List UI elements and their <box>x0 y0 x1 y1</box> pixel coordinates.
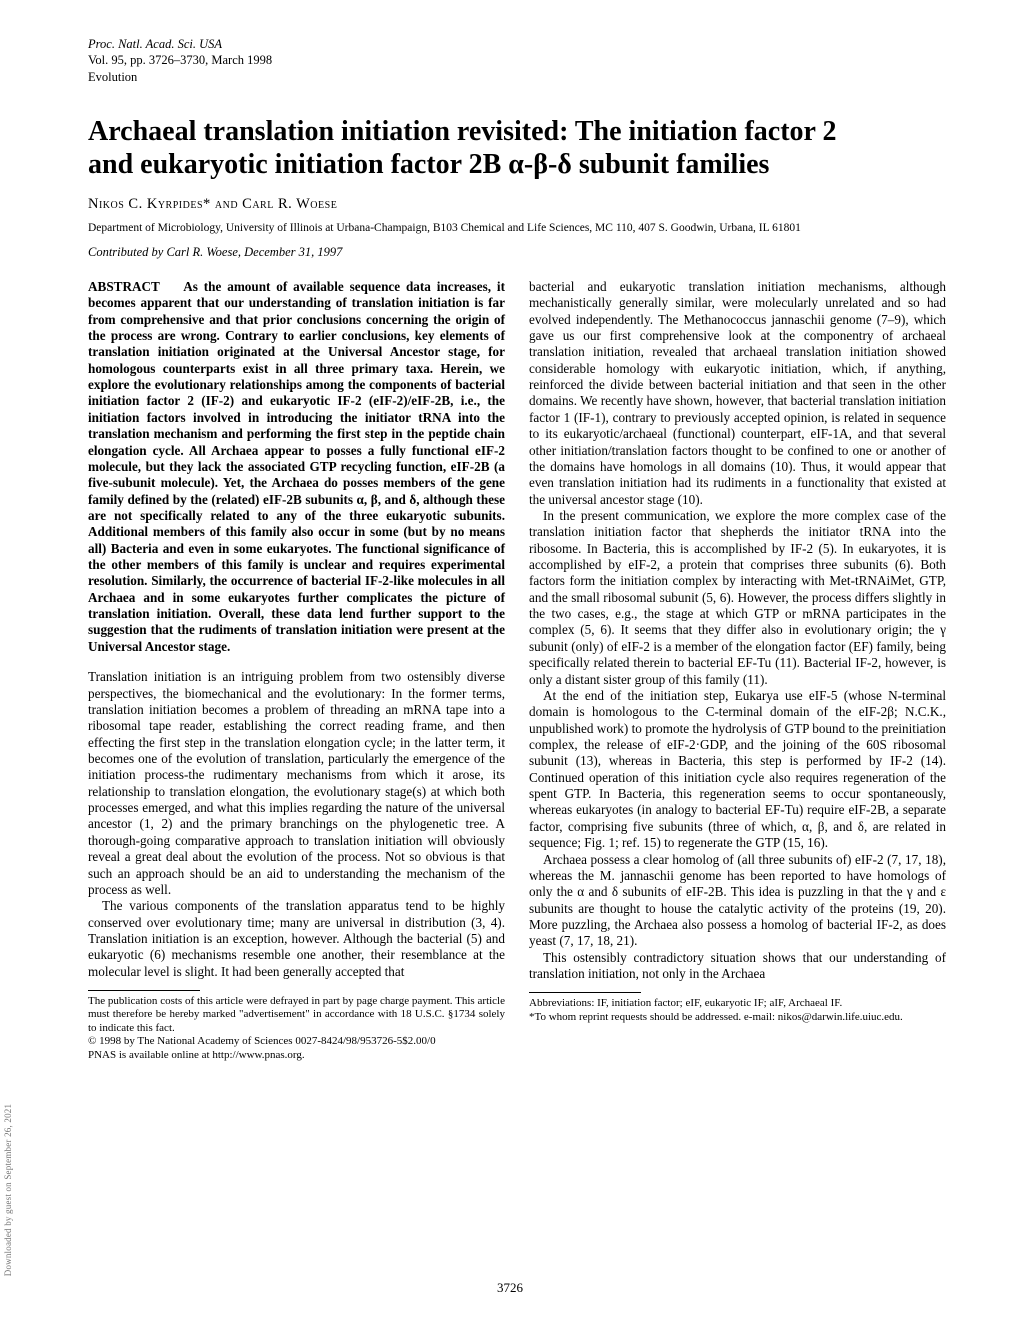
contributed-by: Contributed by Carl R. Woese, December 3… <box>88 245 946 261</box>
body-paragraph: The various components of the translatio… <box>88 898 505 980</box>
body-paragraph: bacterial and eukaryotic translation ini… <box>529 279 946 508</box>
abstract-block: ABSTRACT As the amount of available sequ… <box>88 279 505 655</box>
abstract-label: ABSTRACT <box>88 279 160 294</box>
abstract-text: As the amount of available sequence data… <box>88 279 505 654</box>
title-line-2: and eukaryotic initiation factor 2B α-β-… <box>88 149 769 180</box>
footnote-right: Abbreviations: IF, initiation factor; eI… <box>529 997 946 1024</box>
section-name: Evolution <box>88 69 946 85</box>
footnote-rule <box>88 990 200 991</box>
page-number: 3726 <box>0 1280 1020 1296</box>
footnote-line: The publication costs of this article we… <box>88 995 505 1035</box>
body-paragraph: Translation initiation is an intriguing … <box>88 669 505 898</box>
volume-pages-date: Vol. 95, pp. 3726–3730, March 1998 <box>88 52 946 68</box>
footnote-line: *To whom reprint requests should be addr… <box>529 1011 946 1024</box>
running-head: Proc. Natl. Acad. Sci. USA Vol. 95, pp. … <box>88 36 946 85</box>
footnote-line: PNAS is available online at http://www.p… <box>88 1049 505 1062</box>
footnote-line: Abbreviations: IF, initiation factor; eI… <box>529 997 946 1010</box>
title-line-1: Archaeal translation initiation revisite… <box>88 116 836 147</box>
authors: Nikos C. Kyrpides* and Carl R. Woese <box>88 195 946 213</box>
article-title: Archaeal translation initiation revisite… <box>88 115 946 181</box>
body-paragraph: In the present communication, we explore… <box>529 508 946 688</box>
body-paragraph: Archaea possess a clear homolog of (all … <box>529 852 946 950</box>
footnote-rule <box>529 992 641 993</box>
journal-name: Proc. Natl. Acad. Sci. USA <box>88 36 946 52</box>
download-watermark: Downloaded by guest on September 26, 202… <box>3 1104 14 1276</box>
footnote-left: The publication costs of this article we… <box>88 995 505 1062</box>
body-paragraph: This ostensibly contradictory situation … <box>529 950 946 983</box>
footnote-line: © 1998 by The National Academy of Scienc… <box>88 1035 505 1048</box>
two-column-body: ABSTRACT As the amount of available sequ… <box>88 279 946 1279</box>
body-paragraph: At the end of the initiation step, Eukar… <box>529 688 946 852</box>
affiliation: Department of Microbiology, University o… <box>88 221 946 235</box>
